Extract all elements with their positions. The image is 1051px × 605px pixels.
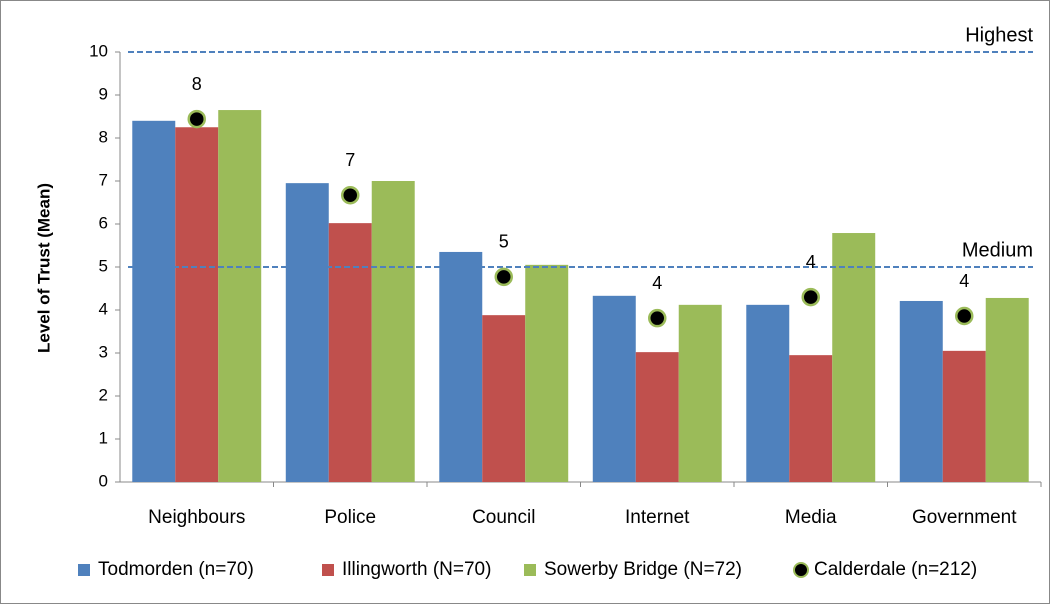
bar (218, 110, 262, 483)
bar (371, 181, 415, 482)
legend-marker (78, 564, 90, 576)
bar (328, 223, 372, 482)
dot (341, 185, 360, 205)
bar (942, 350, 986, 482)
data-label: 8 (192, 74, 202, 94)
legend-marker (524, 564, 536, 576)
reference-label: Highest (965, 24, 1033, 46)
data-label: 4 (959, 271, 969, 291)
legend-label: Sowerby Bridge (N=72) (544, 559, 742, 580)
x-tick-label: Neighbours (148, 507, 245, 528)
y-tick-label: 0 (99, 471, 108, 490)
y-tick-label: 3 (99, 342, 108, 361)
bar (175, 127, 219, 482)
data-label: 7 (345, 150, 355, 170)
y-tick-label: 1 (99, 428, 108, 447)
bar (439, 251, 483, 482)
y-tick-label: 2 (99, 385, 108, 404)
y-tick-label: 10 (89, 41, 108, 60)
bar (482, 315, 526, 482)
bar (285, 183, 329, 482)
dot (494, 267, 513, 287)
y-tick-label: 6 (99, 213, 108, 232)
reference-label: Medium (962, 239, 1033, 261)
bar (985, 297, 1029, 482)
dot (955, 306, 974, 326)
legend-marker (322, 564, 334, 576)
y-axis-title: Level of Trust (Mean) (34, 183, 53, 353)
y-tick-label: 7 (99, 170, 108, 189)
data-label: 4 (806, 252, 816, 272)
bar (132, 120, 176, 483)
x-tick-label: Police (324, 507, 376, 528)
legend-label: Illingworth (N=70) (342, 559, 491, 580)
bar (592, 295, 636, 482)
y-tick-label: 9 (99, 84, 108, 103)
bar (832, 233, 876, 482)
y-tick-label: 5 (99, 256, 108, 275)
legend-label: Calderdale (n=212) (814, 559, 977, 580)
dot (648, 308, 667, 328)
data-label: 5 (499, 232, 509, 252)
x-tick-label: Council (472, 507, 535, 528)
dot (801, 287, 820, 307)
legend-marker (793, 562, 809, 578)
dot (187, 109, 206, 129)
bar (678, 304, 722, 482)
x-tick-label: Internet (625, 507, 690, 528)
data-label: 4 (652, 273, 662, 293)
x-tick-label: Media (785, 507, 837, 528)
bar (635, 352, 679, 482)
bar (789, 355, 833, 482)
bar (746, 304, 790, 482)
x-tick-label: Government (912, 507, 1017, 528)
bar (525, 264, 569, 482)
legend-label: Todmorden (n=70) (98, 559, 254, 580)
y-tick-label: 8 (99, 127, 108, 146)
bar (899, 300, 943, 482)
y-tick-label: 4 (99, 299, 108, 318)
